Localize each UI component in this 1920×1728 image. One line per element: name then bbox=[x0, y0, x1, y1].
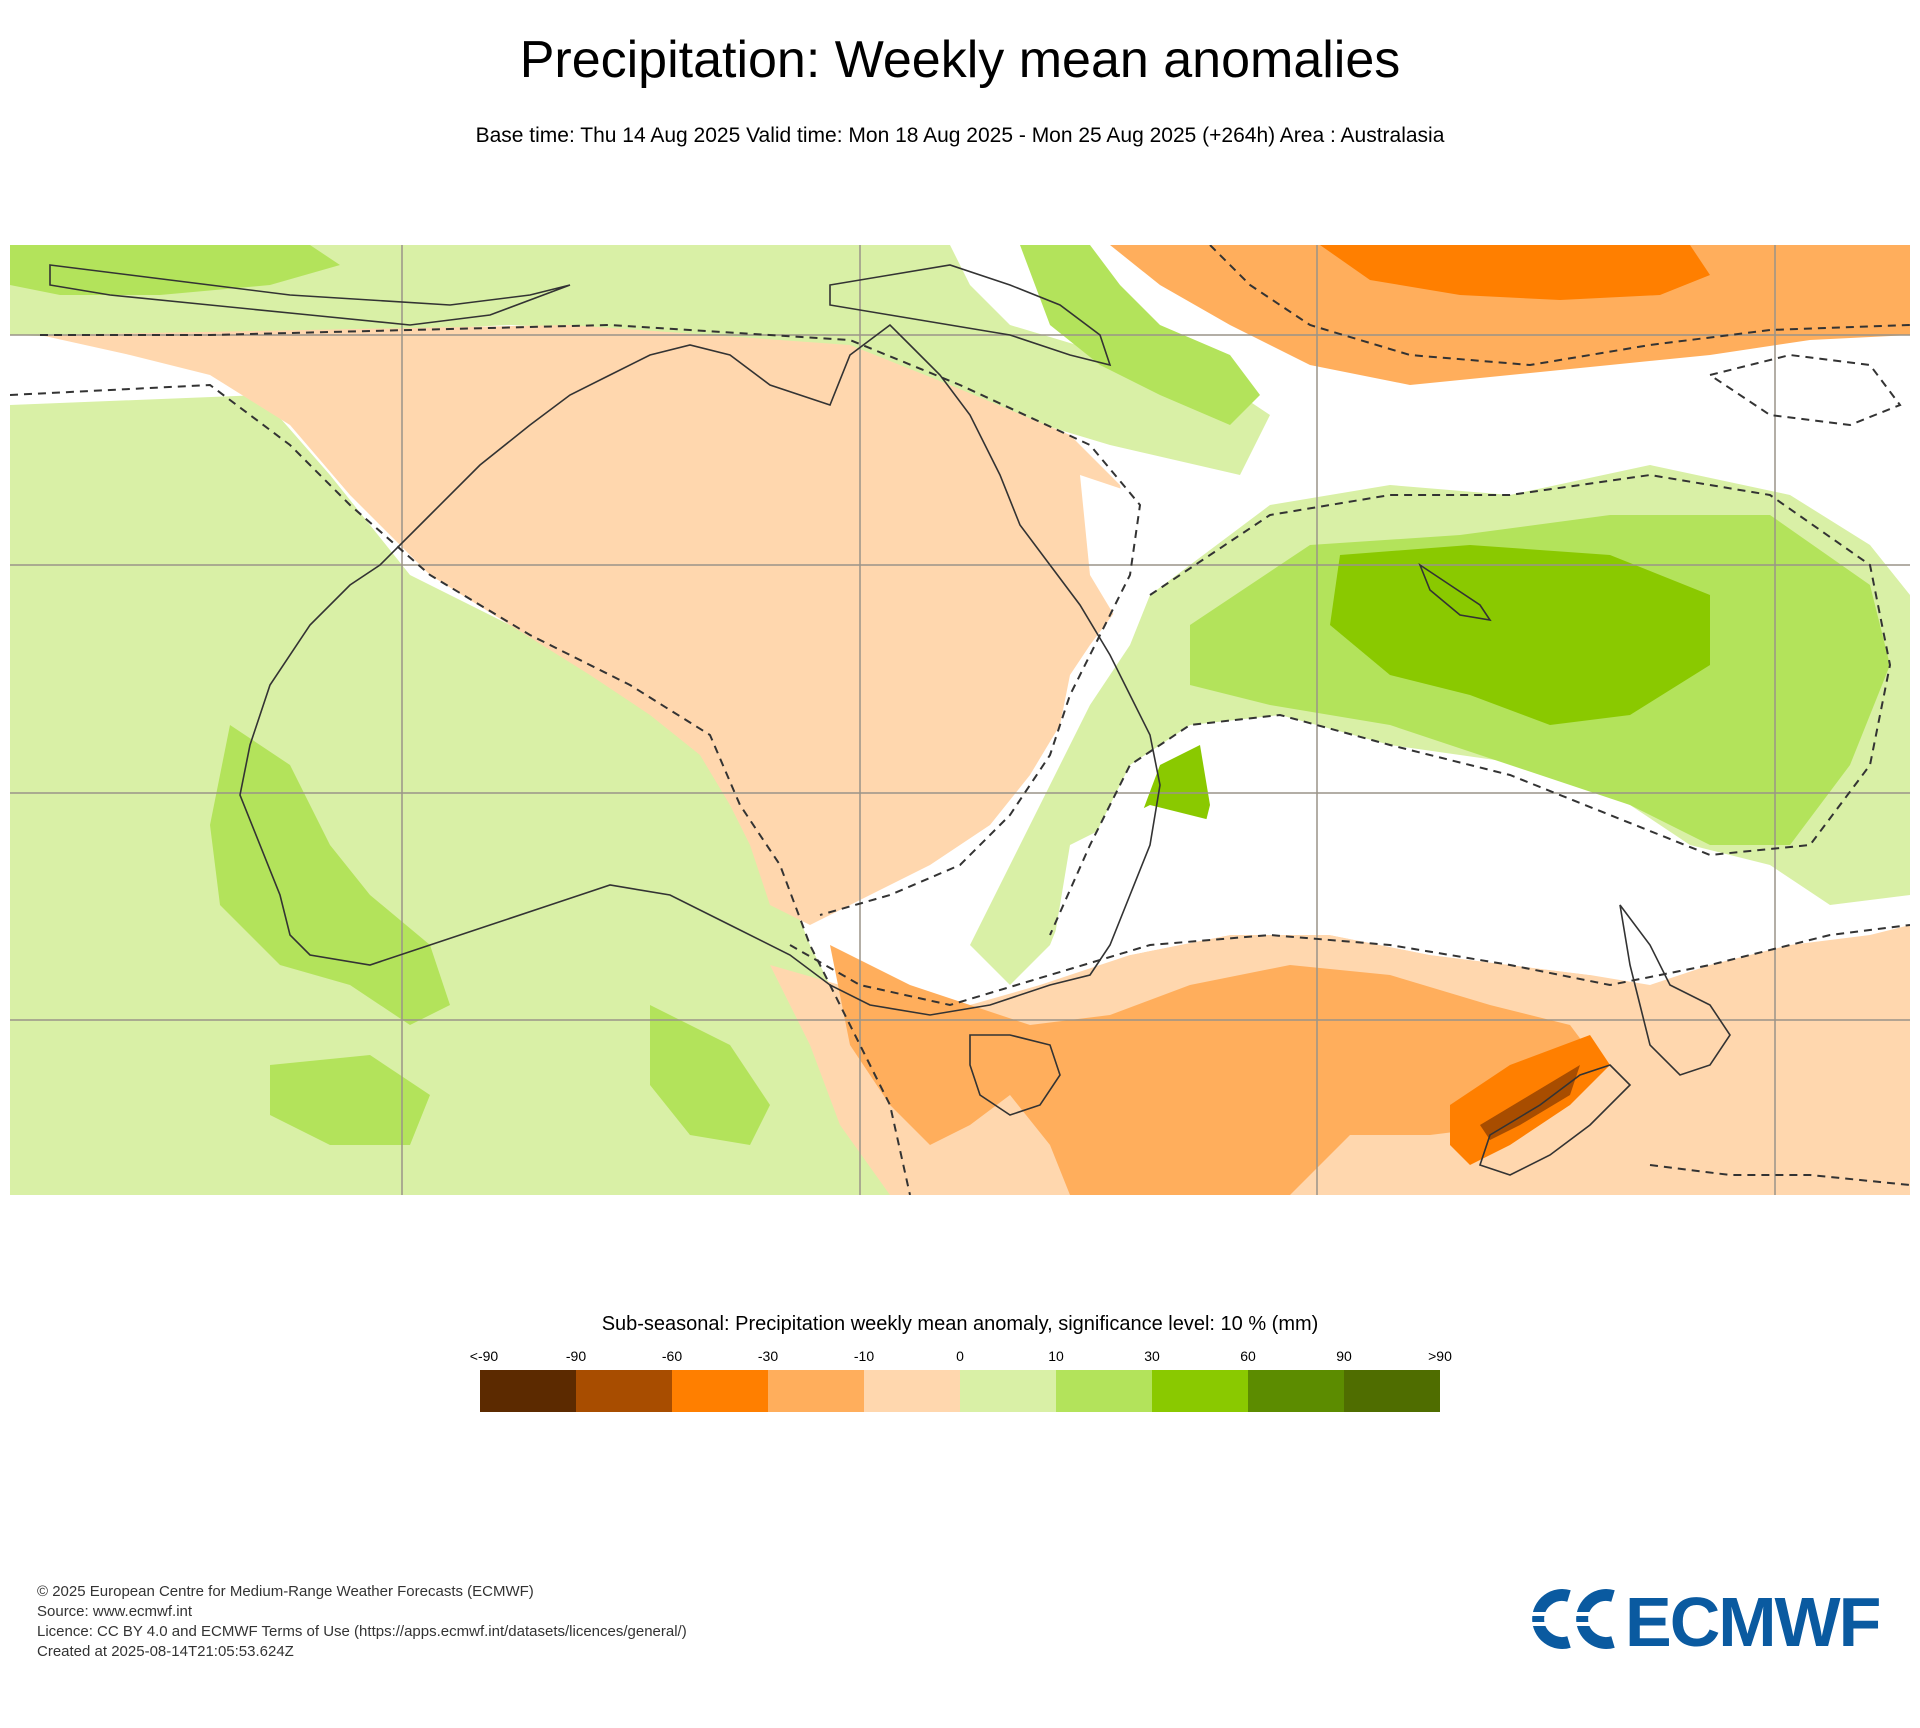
legend-swatch bbox=[480, 1370, 576, 1412]
footer-credits: © 2025 European Centre for Medium-Range … bbox=[37, 1582, 687, 1662]
coastlines bbox=[49, 264, 1731, 1176]
legend-label: >90 bbox=[1428, 1348, 1452, 1364]
region-ne-pacific-strong-negative bbox=[1320, 245, 1710, 300]
region-nz-south-extreme-negative bbox=[1480, 1065, 1580, 1140]
region-ne-pacific-negative bbox=[1110, 245, 1910, 385]
new-caledonia-coastline bbox=[1418, 562, 1492, 622]
ecmwf-logo: ECMWF bbox=[1525, 1583, 1885, 1661]
chart-subtitle: Base time: Thu 14 Aug 2025 Valid time: M… bbox=[475, 124, 1445, 147]
ecmwf-logo-mark-icon bbox=[1525, 1589, 1621, 1649]
licence-text: Licence: CC BY 4.0 and ECMWF Terms of Us… bbox=[37, 1623, 687, 1640]
legend-label: -10 bbox=[853, 1348, 875, 1364]
legend-label: <-90 bbox=[469, 1348, 499, 1364]
legend-label: 10 bbox=[1048, 1348, 1064, 1364]
legend-swatch bbox=[576, 1370, 672, 1412]
region-west-ocean-positive-2 bbox=[270, 1055, 430, 1145]
region-indonesia-positive bbox=[10, 245, 1270, 475]
legend-label: 60 bbox=[1240, 1348, 1256, 1364]
region-bight-neutral bbox=[1050, 805, 1610, 975]
new-guinea-coastline bbox=[829, 264, 1112, 367]
legend-label: 90 bbox=[1336, 1348, 1352, 1364]
region-southwest-ocean-positive bbox=[650, 1005, 770, 1145]
region-tasmania-negative bbox=[830, 945, 1600, 1195]
legend-title: Sub-seasonal: Precipitation weekly mean … bbox=[601, 1313, 1319, 1335]
legend-swatch bbox=[1056, 1370, 1152, 1412]
region-australia-negative bbox=[40, 325, 1130, 925]
anomaly-map bbox=[10, 245, 1910, 1195]
legend-label: -60 bbox=[661, 1348, 683, 1364]
ecmwf-logo-text: ECMWF bbox=[1625, 1583, 1881, 1661]
tasmania-coastline bbox=[969, 1034, 1061, 1116]
significance-contours bbox=[10, 245, 1910, 1195]
region-indonesia-positive-2 bbox=[10, 245, 340, 295]
legend-label: -90 bbox=[565, 1348, 587, 1364]
created-text: Created at 2025-08-14T21:05:53.624Z bbox=[37, 1643, 294, 1660]
region-new-caledonia-strong-positive bbox=[1330, 545, 1710, 725]
region-west-ocean-positive bbox=[10, 395, 910, 1195]
legend-swatch bbox=[672, 1370, 768, 1412]
chart-title: Precipitation: Weekly mean anomalies bbox=[519, 31, 1401, 89]
nz-south-coastline bbox=[1478, 1064, 1632, 1176]
legend-label: 0 bbox=[956, 1348, 964, 1364]
legend-color-bar bbox=[480, 1370, 1440, 1412]
legend-swatch bbox=[1248, 1370, 1344, 1412]
legend-label: 30 bbox=[1144, 1348, 1160, 1364]
nz-north-coastline bbox=[1619, 904, 1731, 1076]
legend-label: -30 bbox=[757, 1348, 779, 1364]
legend-labels: <-90 -90 -60 -30 -10 0 10 30 60 90 >90 bbox=[0, 1348, 1920, 1366]
legend-swatch bbox=[1344, 1370, 1440, 1412]
source-text: Source: www.ecmwf.int bbox=[37, 1603, 193, 1620]
legend-swatch bbox=[1152, 1370, 1248, 1412]
gridlines bbox=[10, 245, 1910, 1195]
region-wa-positive bbox=[210, 725, 450, 1025]
legend-swatch bbox=[864, 1370, 960, 1412]
australia-coastline bbox=[239, 323, 1161, 1016]
indonesia-coastline bbox=[49, 264, 571, 326]
copyright-text: © 2025 European Centre for Medium-Range … bbox=[37, 1583, 534, 1600]
legend-swatch bbox=[960, 1370, 1056, 1412]
legend-swatch bbox=[768, 1370, 864, 1412]
